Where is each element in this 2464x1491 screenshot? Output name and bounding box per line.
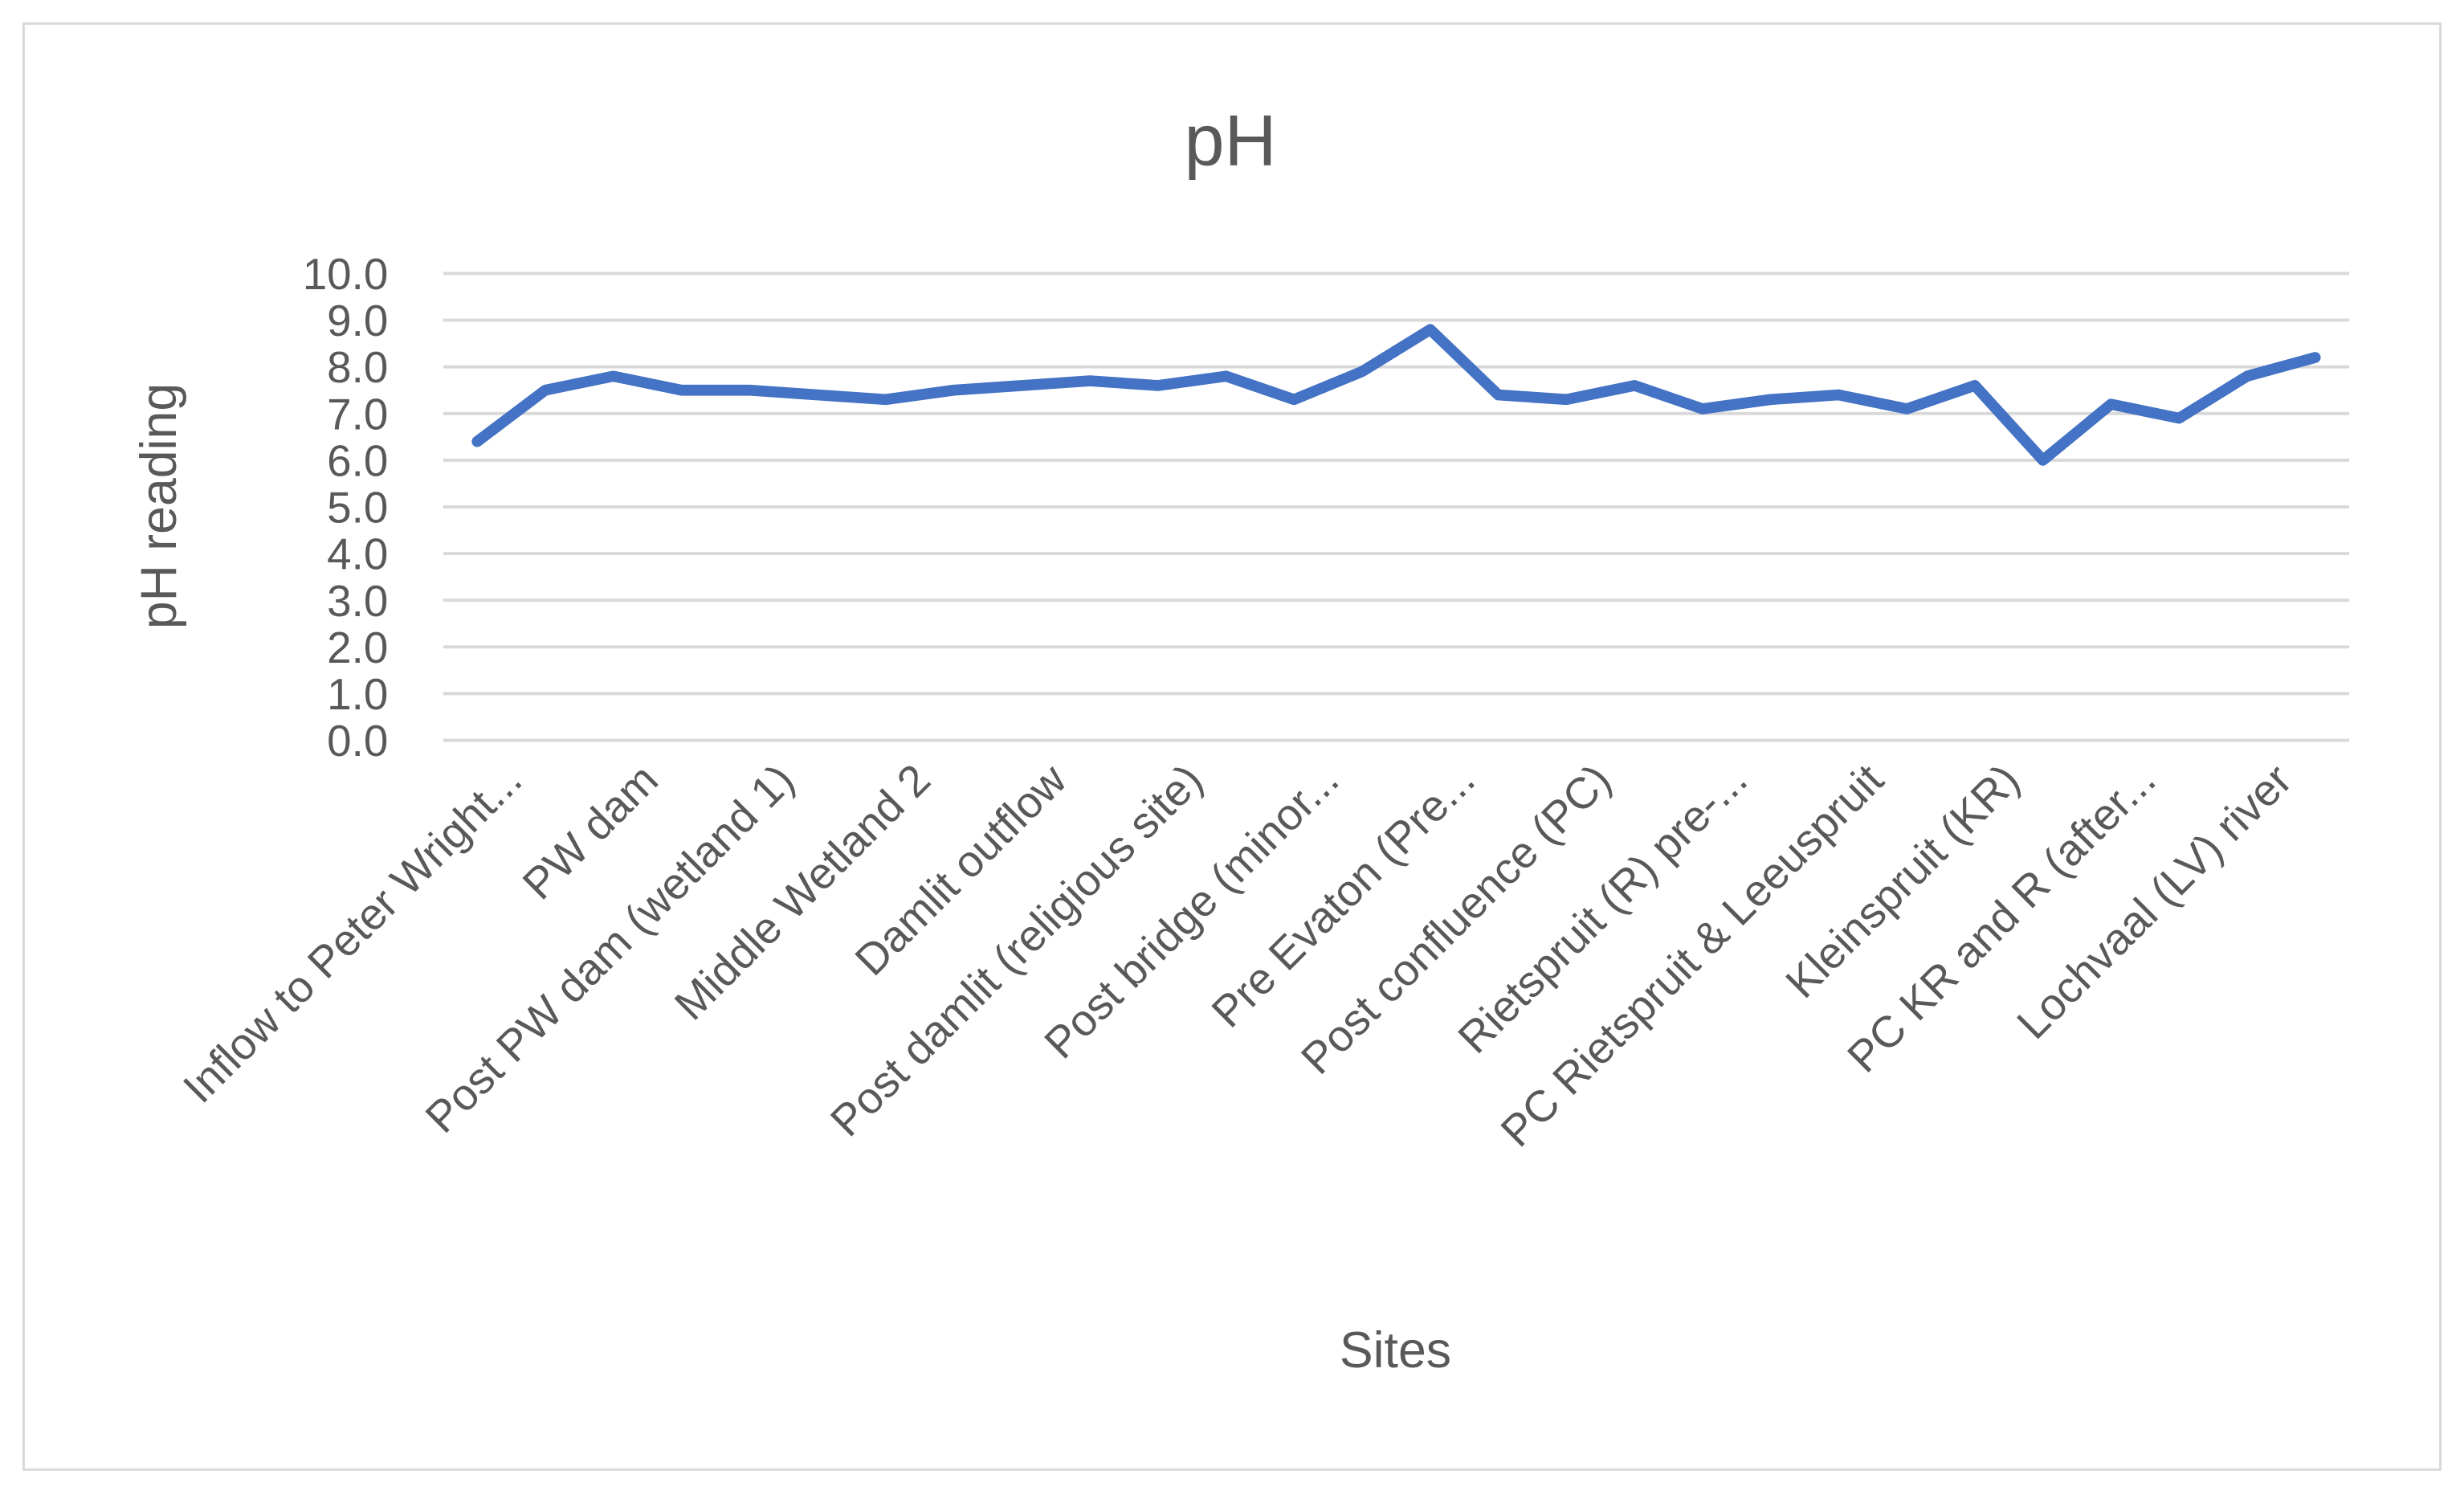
- y-tick-label: 3.0: [327, 576, 388, 626]
- y-tick-label: 8.0: [327, 342, 388, 392]
- y-tick-label: 2.0: [327, 623, 388, 672]
- y-tick-label: 1.0: [327, 669, 388, 719]
- data-line: [471, 324, 2321, 466]
- chart-border: [22, 22, 2442, 1471]
- y-tick-label: 0.0: [327, 716, 388, 766]
- y-tick-label: 6.0: [327, 435, 388, 485]
- y-tick-label: 4.0: [327, 529, 388, 579]
- chart-title: pH: [1185, 100, 1277, 181]
- x-axis-title: Sites: [1340, 1322, 1451, 1379]
- y-tick-label: 10.0: [303, 249, 389, 299]
- y-tick-label: 9.0: [327, 296, 388, 345]
- y-tick-label: 5.0: [327, 483, 388, 533]
- y-tick-label: 7.0: [327, 389, 388, 439]
- y-axis-title: pH reading: [131, 383, 187, 629]
